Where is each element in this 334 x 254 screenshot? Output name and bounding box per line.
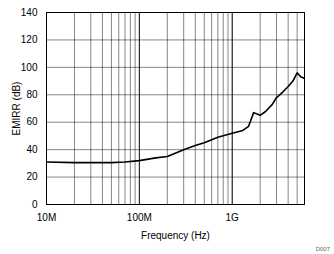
svg-text:80: 80 — [26, 89, 38, 100]
html-text:D007: D007 — [315, 246, 330, 252]
svg-text:1G: 1G — [226, 212, 240, 223]
svg-text:EMIRR (dB): EMIRR (dB) — [11, 82, 22, 136]
svg-text:Frequency (Hz): Frequency (Hz) — [141, 230, 210, 241]
svg-text:100: 100 — [21, 62, 38, 73]
svg-text:120: 120 — [21, 34, 38, 45]
svg-text:140: 140 — [21, 7, 38, 18]
svg-text:60: 60 — [26, 116, 38, 127]
svg-text:0: 0 — [32, 199, 38, 210]
svg-text:20: 20 — [26, 171, 38, 182]
svg-text:10M: 10M — [37, 212, 56, 223]
svg-text:40: 40 — [26, 144, 38, 155]
svg-text:100M: 100M — [127, 212, 152, 223]
